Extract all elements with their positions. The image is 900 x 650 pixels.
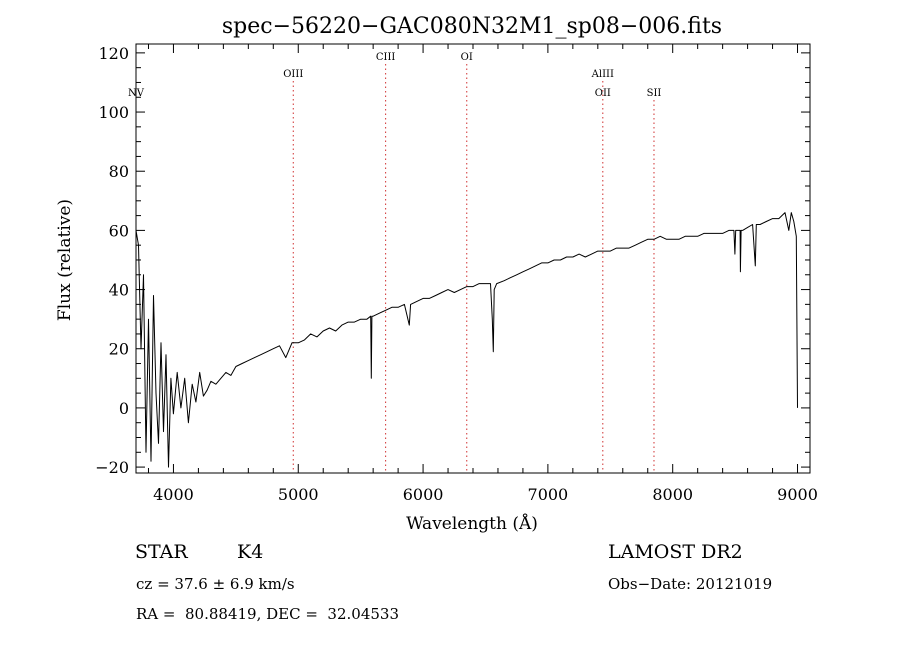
y-axis-label: Flux (relative) xyxy=(55,199,75,321)
plot-frame xyxy=(135,43,811,474)
spectral-line-label-oiii: OIII xyxy=(283,69,303,80)
coordinates: RA = 80.88419, DEC = 32.04533 xyxy=(136,605,400,623)
x-tick-label: 4000 xyxy=(153,485,194,504)
object-class: STAR xyxy=(135,541,188,563)
redshift-cz: cz = 37.6 ± 6.9 km/s xyxy=(136,575,295,593)
spectral-line-label-aliii: AlIII xyxy=(591,69,614,80)
x-tick-label: 6000 xyxy=(403,485,444,504)
y-tick-label: 80 xyxy=(109,162,129,181)
x-tick-label: 7000 xyxy=(528,485,569,504)
spectral-line-label-ciii: CIII xyxy=(376,52,396,63)
y-tick-label: 60 xyxy=(109,221,129,240)
x-tick-label: 5000 xyxy=(278,485,319,504)
x-tick-label: 8000 xyxy=(652,485,693,504)
spectral-subclass: K4 xyxy=(237,541,264,563)
y-tick-label: −20 xyxy=(95,458,129,477)
spectral-line-label-oi: OI xyxy=(461,52,473,63)
spectrum-series-line xyxy=(135,212,798,468)
spectral-line-label-sii: SII xyxy=(647,88,662,99)
y-tick-label: 0 xyxy=(119,399,129,418)
y-tick-label: 120 xyxy=(98,44,129,63)
y-tick-label: 20 xyxy=(109,340,129,359)
chart-title: spec−56220−GAC080N32M1_sp08−006.fits xyxy=(222,14,722,39)
x-tick-label: 9000 xyxy=(777,485,818,504)
y-tick-label: 100 xyxy=(98,103,129,122)
x-axis-label: Wavelength (Å) xyxy=(406,513,538,534)
y-tick-label: 40 xyxy=(109,281,129,300)
survey-name: LAMOST DR2 xyxy=(608,541,743,563)
spectral-line-label-oii: OII xyxy=(595,88,611,99)
observation-date: Obs−Date: 20121019 xyxy=(608,575,773,593)
